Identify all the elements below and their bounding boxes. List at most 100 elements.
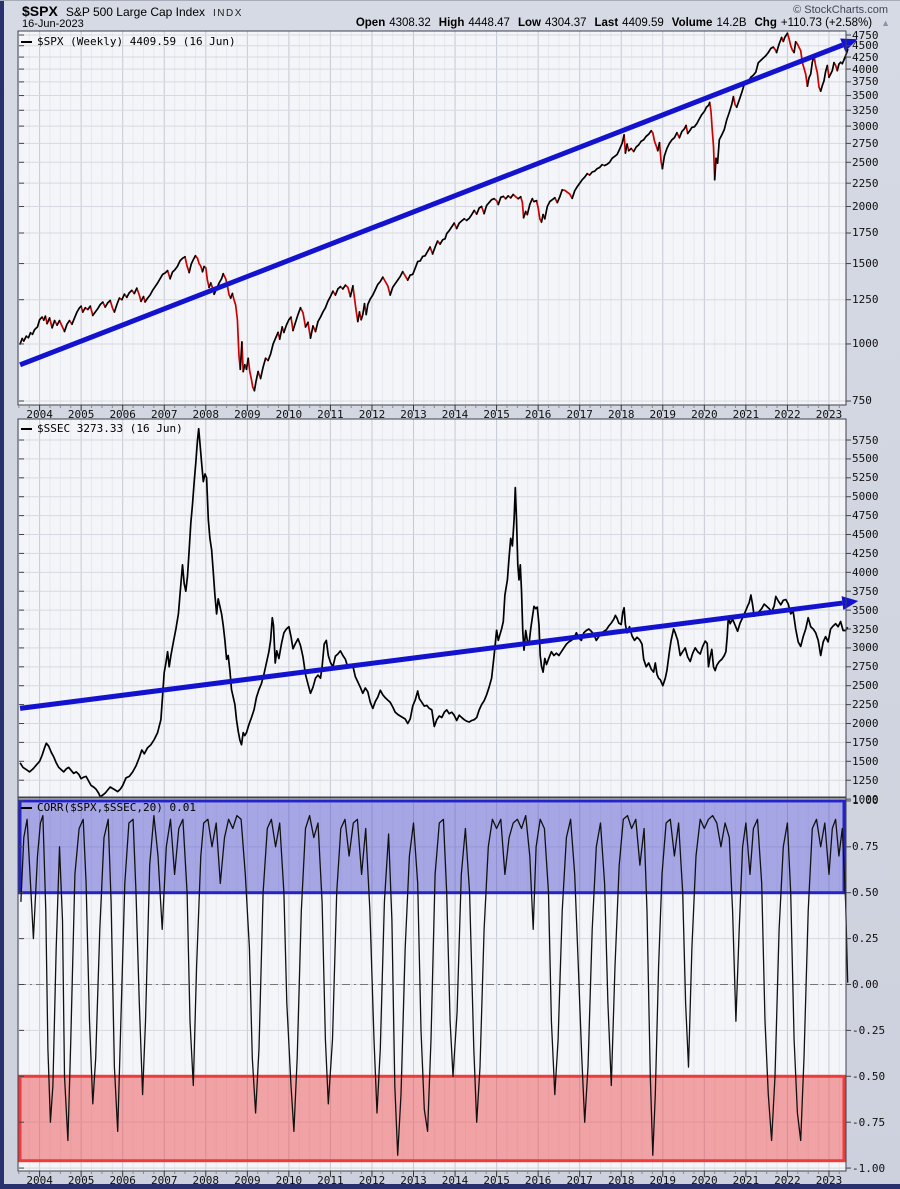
y-tick-label: 5500 xyxy=(852,452,879,466)
x-tick-label: 2010 xyxy=(275,1173,303,1187)
y-tick-label: 2750 xyxy=(852,660,879,674)
x-tick-label: 2020 xyxy=(691,1173,718,1187)
y-tick-label: 4750 xyxy=(852,509,879,523)
x-tick-label: 2022 xyxy=(774,407,801,421)
x-tick-label: 2012 xyxy=(358,407,386,421)
y-tick-label: 0.00 xyxy=(852,978,879,991)
y-tick-label: 2250 xyxy=(852,176,879,190)
y-tick-label: 2500 xyxy=(852,155,879,169)
y-tick-label: 3750 xyxy=(852,75,879,89)
chart-header: $SPX S&P 500 Large Cap Index INDX xyxy=(22,3,243,19)
x-tick-label: 2009 xyxy=(234,407,261,421)
legend-spx: $SPX (Weekly) 4409.59 (16 Jun) xyxy=(21,35,236,48)
y-tick-label: 750 xyxy=(852,394,872,408)
x-tick-label: 2021 xyxy=(732,407,760,421)
x-tick-label: 2013 xyxy=(400,407,427,421)
legend-spx-label: $SPX (Weekly) 4409.59 (16 Jun) xyxy=(37,35,236,48)
y-tick-label: 4250 xyxy=(852,50,879,64)
x-tick-label: 2014 xyxy=(441,407,469,421)
y-tick-label: 5250 xyxy=(852,471,879,485)
y-tick-label: 2000 xyxy=(852,717,879,731)
legend-line-swatch xyxy=(21,806,32,809)
x-tick-label: 2022 xyxy=(774,1173,801,1187)
copyright: © StockCharts.com xyxy=(793,4,888,16)
legend-ssec-label: $SSEC 3273.33 (16 Jun) xyxy=(37,422,183,435)
y-tick-label: 0.75 xyxy=(852,840,879,854)
up-arrow-icon: ▲ xyxy=(881,18,890,28)
x-tick-label: 2008 xyxy=(192,1173,220,1187)
y-tick-label: 2750 xyxy=(852,136,879,150)
y-tick-label: 3000 xyxy=(852,641,879,655)
quote-line: Open 4308.32 High 4448.47 Low 4304.37 Last 4409… xyxy=(356,17,890,29)
x-tick-label: 2011 xyxy=(317,407,344,421)
x-tick-label: 2006 xyxy=(109,407,136,421)
y-tick-label: 4000 xyxy=(852,62,879,76)
y-tick-label: -0.25 xyxy=(852,1023,886,1037)
y-tick-label: 2500 xyxy=(852,679,879,693)
y-tick-label: 1.00 xyxy=(852,794,879,808)
x-tick-label: 2007 xyxy=(150,407,178,421)
y-tick-label: 4500 xyxy=(852,528,879,542)
y-tick-label: 1750 xyxy=(852,735,879,749)
low-value: 4304.37 xyxy=(544,17,587,29)
quote-date: 16-Jun-2023 xyxy=(22,18,84,30)
symbol: $SPX xyxy=(22,3,58,19)
y-tick-label: 3250 xyxy=(852,622,879,636)
y-tick-label: -0.50 xyxy=(852,1069,886,1083)
x-tick-label: 2004 xyxy=(26,1173,53,1187)
y-tick-label: 1750 xyxy=(852,226,879,240)
x-tick-label: 2023 xyxy=(815,407,843,421)
legend-corr: CORR($SPX,$SSEC,20) 0.01 xyxy=(21,801,196,814)
y-tick-label: 1250 xyxy=(852,293,879,307)
y-tick-label: 5750 xyxy=(852,433,879,447)
x-tick-label: 2004 xyxy=(26,407,53,421)
y-tick-label: 0.25 xyxy=(852,932,879,946)
y-tick-label: -1.00 xyxy=(852,1161,886,1175)
y-tick-label: 5000 xyxy=(852,490,879,504)
exchange: INDX xyxy=(213,8,243,19)
index-name: S&P 500 Large Cap Index xyxy=(65,5,206,19)
y-tick-label: 1000 xyxy=(852,337,879,351)
legend-ssec: $SSEC 3273.33 (16 Jun) xyxy=(21,422,183,435)
x-tick-label: 2019 xyxy=(649,1173,677,1187)
y-tick-label: 1500 xyxy=(852,257,879,271)
y-tick-label: 1500 xyxy=(852,754,879,768)
panel-ssec xyxy=(17,418,859,800)
x-tick-label: 2017 xyxy=(566,1173,593,1187)
y-tick-label: -0.75 xyxy=(852,1115,886,1129)
y-tick-label: 2000 xyxy=(852,200,879,214)
volume-label: Volume xyxy=(671,17,713,29)
frame-left-strip xyxy=(0,1,4,1189)
y-tick-label: 3750 xyxy=(852,584,879,598)
x-tick-label: 2008 xyxy=(192,407,220,421)
panel-spx-price xyxy=(17,30,858,406)
last-value: 4409.59 xyxy=(622,17,664,29)
legend-corr-label: CORR($SPX,$SSEC,20) 0.01 xyxy=(37,801,196,814)
y-tick-label: 3500 xyxy=(852,603,879,617)
x-tick-label: 2006 xyxy=(109,1173,136,1187)
y-tick-label: 2250 xyxy=(852,698,879,712)
x-tick-label: 2014 xyxy=(441,1173,469,1187)
volume-value: 14.2B xyxy=(716,17,747,29)
x-tick-label: 2019 xyxy=(649,407,677,421)
x-tick-label: 2009 xyxy=(234,1173,261,1187)
x-tick-label: 2016 xyxy=(524,1173,552,1187)
y-tick-label: 1250 xyxy=(852,773,879,787)
x-tick-label: 2005 xyxy=(67,407,95,421)
last-label: Last xyxy=(594,17,619,29)
x-tick-label: 2023 xyxy=(815,1173,843,1187)
y-tick-label: 3500 xyxy=(852,89,879,103)
panel-correlation xyxy=(17,797,851,1172)
x-tick-label: 2015 xyxy=(483,407,510,421)
open-label: Open xyxy=(355,17,386,29)
x-tick-label: 2007 xyxy=(150,1173,178,1187)
x-tick-label: 2015 xyxy=(483,1173,510,1187)
open-value: 4308.32 xyxy=(389,17,431,29)
legend-line-swatch xyxy=(21,40,32,43)
y-tick-label: 0.50 xyxy=(852,886,879,900)
y-tick-label: 4750 xyxy=(852,28,879,42)
chg-value: +110.73 (+2.58%) xyxy=(780,17,873,29)
chg-label: Chg xyxy=(754,17,777,29)
frame-bottom-strip xyxy=(0,1184,900,1189)
